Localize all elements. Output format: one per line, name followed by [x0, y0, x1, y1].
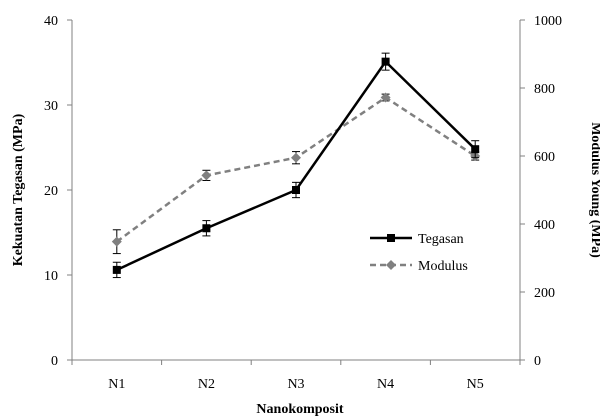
x-tick-label: N2: [198, 377, 215, 392]
series-tegasan: [112, 52, 480, 279]
data-point-tegasan: [292, 186, 300, 194]
data-point-modulus: [111, 236, 122, 247]
right-y-tick-label: 400: [534, 218, 555, 233]
right-y-tick-label: 0: [534, 354, 541, 369]
data-point-modulus: [380, 92, 391, 103]
left-y-ticks: 0 10 20 30 40: [44, 14, 72, 369]
legend: Tegasan Modulus: [370, 232, 468, 274]
series-modulus: [111, 92, 481, 255]
x-ticks: N1 N2 N3 N4 N5: [71, 360, 521, 392]
legend-marker-diamond: [386, 260, 396, 270]
data-point-tegasan: [112, 265, 121, 274]
x-tick-label: N3: [287, 377, 304, 392]
data-point-modulus: [291, 152, 301, 163]
legend-label-modulus: Modulus: [418, 259, 468, 274]
x-tick-label: N1: [108, 377, 125, 392]
data-point-tegasan: [381, 57, 390, 66]
right-y-axis-title: Modulus Young (MPa): [588, 122, 600, 258]
left-y-tick-label: 10: [44, 269, 58, 284]
data-point-modulus: [201, 170, 212, 181]
series-line-modulus: [116, 96, 476, 243]
legend-label-tegasan: Tegasan: [418, 232, 464, 247]
right-y-tick-label: 800: [534, 82, 555, 97]
left-y-tick-label: 20: [44, 184, 58, 199]
left-y-tick-label: 30: [44, 99, 58, 114]
x-tick-label: N5: [467, 377, 484, 392]
x-axis-title: Nanokomposit: [256, 402, 343, 417]
right-y-ticks: 0 200 400 600 800 1000: [520, 14, 562, 369]
data-point-tegasan: [202, 224, 211, 233]
right-y-tick-label: 600: [534, 150, 555, 165]
legend-marker-square: [387, 234, 395, 242]
legend-item-modulus: Modulus: [370, 259, 468, 274]
left-y-tick-label: 40: [44, 14, 58, 29]
left-y-tick-label: 0: [51, 354, 58, 369]
series-layer: [111, 52, 481, 279]
right-y-tick-label: 200: [534, 286, 555, 301]
data-point-tegasan: [471, 145, 480, 154]
x-tick-label: N4: [377, 377, 394, 392]
right-y-tick-label: 1000: [534, 14, 562, 29]
left-y-axis-title: Kekuatan Tegasan (MPa): [11, 113, 26, 266]
legend-item-tegasan: Tegasan: [370, 232, 464, 247]
